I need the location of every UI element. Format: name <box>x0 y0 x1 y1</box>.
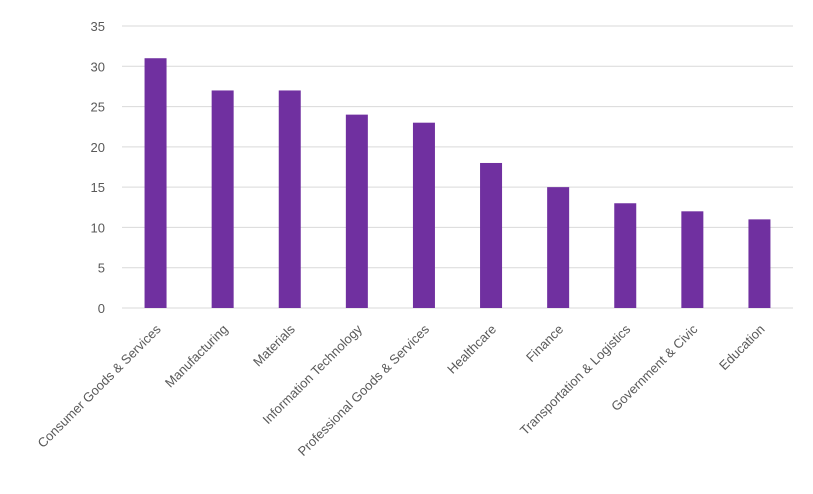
x-category-label: Consumer Goods & Services <box>35 321 164 450</box>
x-category-label: Healthcare <box>444 322 499 377</box>
x-category-label: Finance <box>523 322 566 365</box>
y-tick-label: 30 <box>91 59 105 74</box>
bar <box>345 114 368 308</box>
y-tick-label: 5 <box>98 261 105 276</box>
bar <box>278 90 301 308</box>
bar <box>748 219 771 308</box>
bar <box>614 203 637 308</box>
y-tick-label: 35 <box>91 19 105 34</box>
x-category-label: Manufacturing <box>162 322 231 391</box>
y-tick-label: 0 <box>98 301 105 316</box>
y-tick-label: 10 <box>91 220 105 235</box>
y-tick-label: 20 <box>91 140 105 155</box>
bar <box>681 211 704 308</box>
x-category-label: Professional Goods & Services <box>295 321 433 459</box>
x-category-label: Materials <box>250 321 298 369</box>
bar <box>480 162 503 308</box>
x-category-label: Transportation & Logistics <box>517 321 634 438</box>
bar <box>144 58 167 308</box>
bar <box>547 187 570 308</box>
bar <box>211 90 234 308</box>
y-tick-label: 25 <box>91 100 105 115</box>
y-tick-label: 15 <box>91 180 105 195</box>
bar <box>412 122 435 308</box>
x-category-label: Education <box>716 322 767 373</box>
